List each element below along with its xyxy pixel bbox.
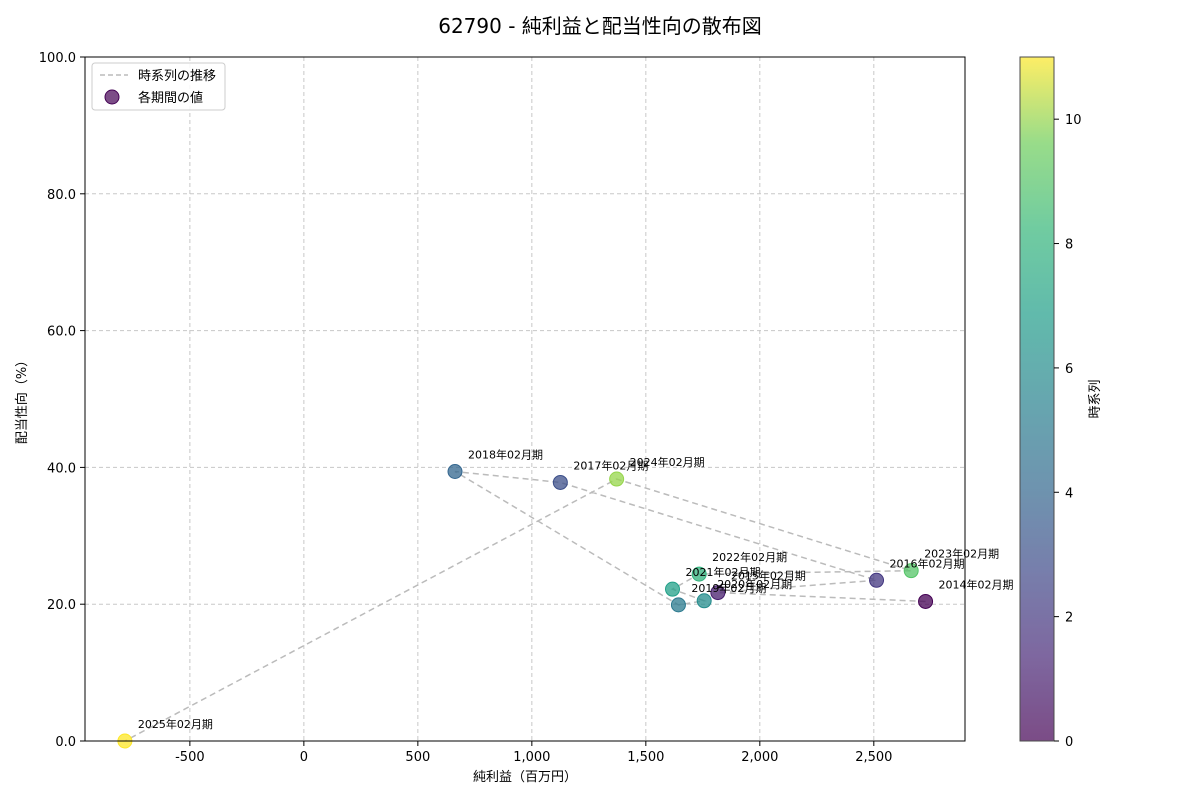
y-tick-label: 20.0 [47,598,76,613]
point-label: 2015年02月期 [731,569,806,583]
colorbar: 0 2 4 6 8 10 [1019,56,1082,750]
point-label: 2017年02月期 [573,458,648,472]
point-label: 2021年02月期 [686,565,761,579]
legend-label-points: 各期間の値 [138,90,203,106]
x-tick-label: 2,000 [741,750,778,765]
colorbar-tick-label: 2 [1065,611,1073,626]
point-label: 2025年02月期 [138,717,213,731]
colorbar-tick-label: 6 [1065,362,1073,377]
data-points [117,464,934,749]
point-label: 2014年02月期 [939,577,1014,591]
x-axis-label: 純利益（百万円） [473,770,577,785]
data-point[interactable] [552,474,568,490]
x-tick-label: 2,500 [855,750,892,765]
data-point[interactable] [710,585,726,601]
plot-area-frame [84,56,966,742]
x-axis: -500 0 500 1,000 1,500 2,000 2,500 [175,741,892,765]
point-label: 2024年02月期 [630,455,705,469]
colorbar-tick-label: 4 [1065,486,1073,501]
data-point[interactable] [696,593,712,609]
y-tick-label: 60.0 [47,325,76,340]
colorbar-tick-label: 8 [1065,238,1073,253]
data-point[interactable] [691,566,707,582]
point-label: 2020年02月期 [717,577,792,591]
point-label: 2022年02月期 [712,550,787,564]
legend: 時系列の推移 各期間の値 [91,62,226,111]
trend-line [124,470,926,741]
data-point[interactable] [665,581,681,597]
point-label: 2018年02月期 [468,448,543,462]
data-point[interactable] [869,572,885,588]
legend-label-trend: 時系列の推移 [138,69,216,84]
colorbar-gradient [1019,56,1055,742]
x-tick-label: -500 [175,750,205,765]
y-tick-label: 0.0 [55,735,76,750]
y-tick-label: 40.0 [47,461,76,476]
data-point[interactable] [918,593,934,609]
data-point[interactable] [670,597,686,613]
point-label: 2019年02月期 [691,581,766,595]
y-tick-label: 100.0 [39,51,76,66]
y-axis-label: 配当性向（%） [14,354,30,444]
colorbar-tick-label: 10 [1065,113,1082,128]
x-tick-label: 500 [405,750,430,765]
colorbar-label: 時系列 [1088,379,1103,418]
legend-marker-swatch [104,89,120,105]
trend-polyline [124,470,926,741]
point-labels: 2014年02月期 2015年02月期 2016年02月期 2017年02月期 2018… [138,448,1014,731]
point-label: 2023年02月期 [924,547,999,561]
y-tick-label: 80.0 [47,188,76,203]
x-tick-label: 0 [300,750,308,765]
point-label: 2016年02月期 [890,556,965,570]
colorbar-tick-label: 0 [1065,735,1073,750]
data-point[interactable] [903,563,919,579]
y-axis: 0.0 20.0 40.0 60.0 80.0 100.0 [39,51,85,750]
grid [85,57,965,741]
x-tick-label: 1,500 [627,750,664,765]
x-tick-label: 1,000 [513,750,550,765]
chart-title: 62790 - 純利益と配当性向の散布図 [438,14,762,38]
data-point[interactable] [609,471,625,487]
data-point[interactable] [447,464,463,480]
